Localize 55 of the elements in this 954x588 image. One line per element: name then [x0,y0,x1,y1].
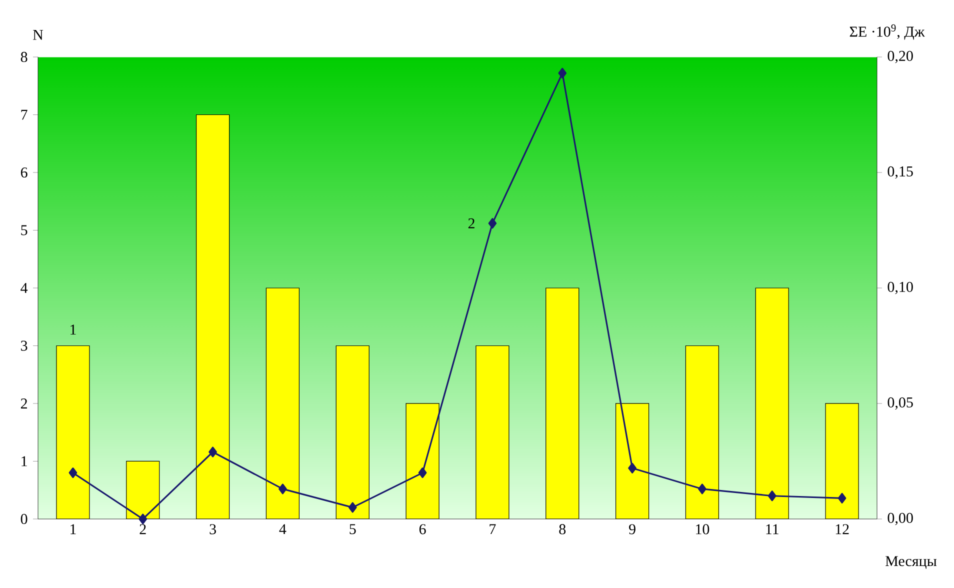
x-tick-label: 5 [350,524,356,534]
point [278,484,287,494]
bar [756,288,789,519]
y-tick-label: 0 [20,514,28,524]
x-tick-label: 7 [490,524,496,534]
y-tick-label: 2 [20,398,27,408]
x-tick-label: 3 [210,524,216,534]
y2-tick-label: 0,00 [888,512,913,526]
x-tick-label: 11 [766,524,778,534]
y2-tick-label: 0,20 [888,50,913,64]
point [348,502,357,513]
x-tick-label: 8 [559,524,566,534]
y-tick-label: 1 [22,456,27,466]
bar [476,346,509,519]
point [138,514,148,524]
bar [825,403,859,519]
x-tick-label: 4 [279,524,286,534]
y-tick-label: 5 [21,225,28,236]
x-tick-label: 6 [419,524,426,534]
y2-tick-label: 0,10 [888,282,913,294]
y2-axis-title: ΣE ·10$^{9}$, Дж [850,24,925,40]
bar [546,288,579,519]
point [558,68,567,78]
point [698,484,706,494]
point [68,467,78,478]
point [838,492,846,504]
point [488,218,497,229]
y-tick-label: 3 [21,340,28,351]
y-tick-label: 8 [20,52,28,62]
y2-tick-label: 0,05 [888,397,913,410]
y-tick-label: 6 [20,167,28,178]
x-tick-label: 10 [696,524,710,534]
bar [266,288,300,519]
bar [336,346,370,519]
point [208,446,217,458]
bar [56,346,90,519]
x-axis-title: Месяцы [886,556,937,569]
point [768,490,776,502]
point [628,462,636,474]
x-tick-label: 12 [836,524,849,534]
bar [686,346,719,519]
series-label: 2 [468,218,474,228]
x-tick-label: 2 [140,524,146,534]
bar [196,114,230,519]
y-axis-title: N [33,30,44,40]
x-tick-label: 9 [629,524,636,534]
bar [126,461,160,519]
x-tick-label: 1 [70,524,76,534]
point [418,467,427,478]
y-tick-label: 7 [21,110,28,120]
bar [616,403,649,519]
bar [406,403,440,519]
y2-tick-label: 0,15 [888,166,913,179]
y-tick-label: 4 [20,283,28,293]
series-label: 1 [70,324,76,335]
